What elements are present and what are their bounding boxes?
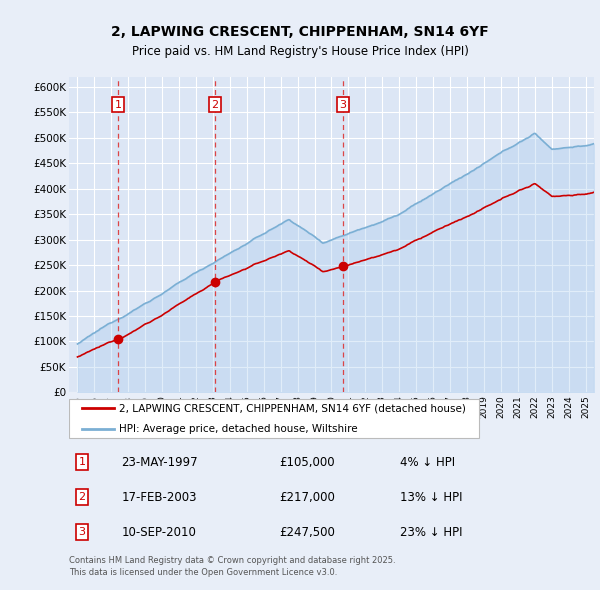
Text: 1: 1 [79, 457, 86, 467]
Text: Contains HM Land Registry data © Crown copyright and database right 2025.
This d: Contains HM Land Registry data © Crown c… [69, 556, 395, 576]
Text: 2: 2 [211, 100, 218, 110]
Text: 1: 1 [115, 100, 121, 110]
Text: Price paid vs. HM Land Registry's House Price Index (HPI): Price paid vs. HM Land Registry's House … [131, 45, 469, 58]
Text: 2, LAPWING CRESCENT, CHIPPENHAM, SN14 6YF (detached house): 2, LAPWING CRESCENT, CHIPPENHAM, SN14 6Y… [119, 403, 466, 413]
Text: 17-FEB-2003: 17-FEB-2003 [121, 490, 197, 504]
FancyBboxPatch shape [69, 399, 479, 438]
Text: HPI: Average price, detached house, Wiltshire: HPI: Average price, detached house, Wilt… [119, 424, 358, 434]
Text: 3: 3 [79, 527, 86, 537]
Text: 2: 2 [79, 492, 86, 502]
Text: 13% ↓ HPI: 13% ↓ HPI [400, 490, 462, 504]
Text: 4% ↓ HPI: 4% ↓ HPI [400, 455, 455, 468]
Text: 23% ↓ HPI: 23% ↓ HPI [400, 526, 462, 539]
Text: 23-MAY-1997: 23-MAY-1997 [121, 455, 198, 468]
Text: 2, LAPWING CRESCENT, CHIPPENHAM, SN14 6YF: 2, LAPWING CRESCENT, CHIPPENHAM, SN14 6Y… [111, 25, 489, 40]
Text: £247,500: £247,500 [279, 526, 335, 539]
Text: £105,000: £105,000 [279, 455, 335, 468]
Text: £217,000: £217,000 [279, 490, 335, 504]
Text: 10-SEP-2010: 10-SEP-2010 [121, 526, 196, 539]
Text: 3: 3 [340, 100, 347, 110]
